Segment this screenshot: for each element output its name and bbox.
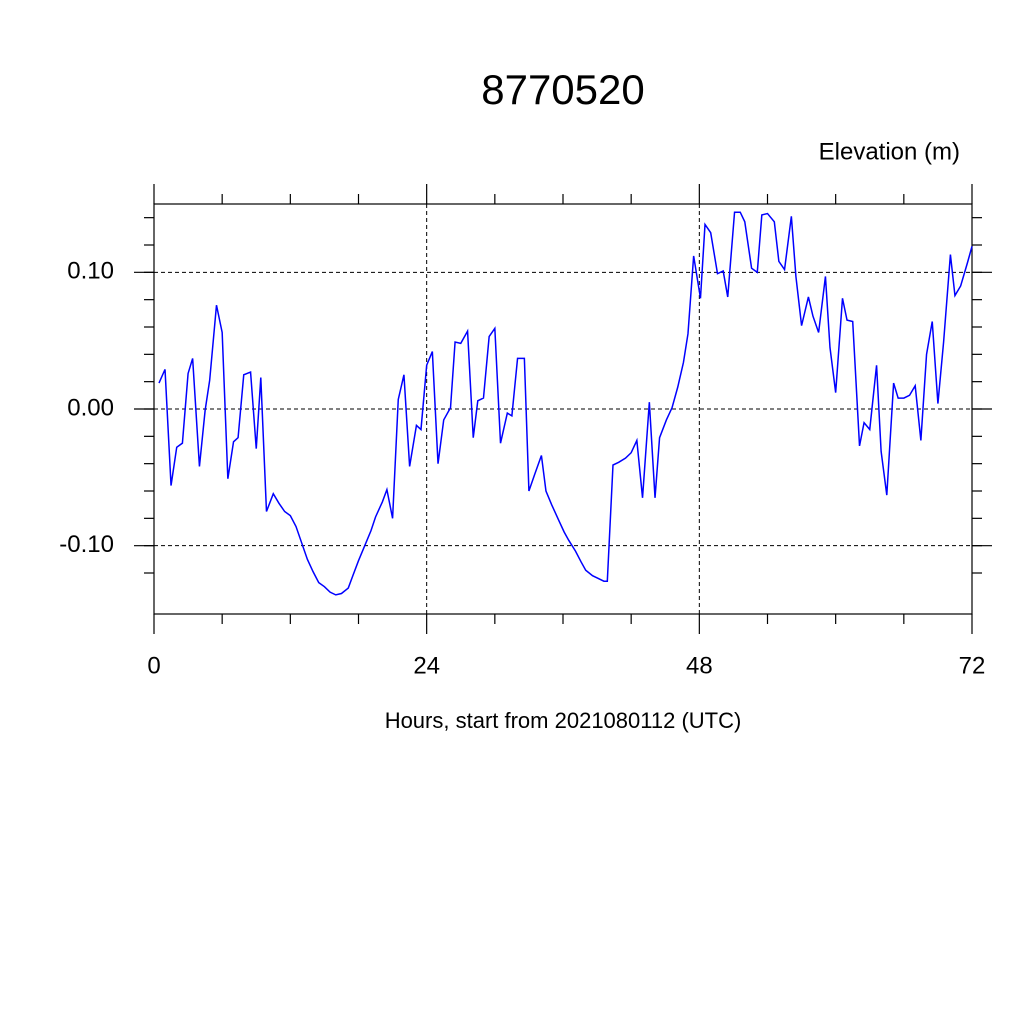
chart-title: 8770520: [481, 66, 645, 113]
x-tick-label: 48: [686, 652, 713, 679]
x-axis-label: Hours, start from 2021080112 (UTC): [385, 708, 742, 733]
data-line: [158, 211, 973, 596]
x-tick-label: 24: [413, 652, 440, 679]
x-tick-label: 0: [147, 652, 160, 679]
plot-frame: [153, 203, 973, 615]
y-tick-label: 0.10: [67, 258, 114, 285]
y-tick-label: 0.00: [67, 394, 114, 421]
x-tick-label: 72: [959, 652, 986, 679]
y-axis-label: Elevation (m): [819, 138, 960, 165]
y-tick-label: -0.10: [59, 531, 114, 558]
